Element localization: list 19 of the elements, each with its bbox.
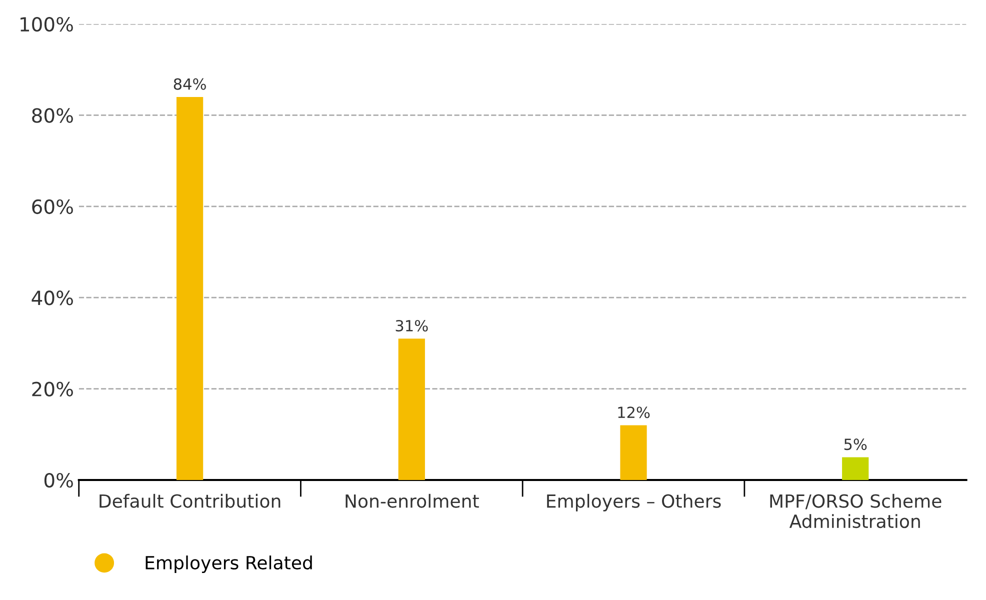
data-label: 84% — [174, 78, 206, 90]
y-tick-label: 20% — [32, 382, 73, 396]
y-tick-label: 100% — [20, 16, 73, 32]
x-tick-label: Non-enrolment — [346, 494, 479, 508]
data-label: 5% — [844, 438, 867, 450]
y-tick-label: 0% — [44, 472, 73, 488]
bar — [398, 338, 425, 480]
x-tick-label: Default Contribution — [100, 494, 280, 508]
y-tick-label: 60% — [32, 199, 73, 214]
y-tick-label: 40% — [32, 290, 73, 306]
bar — [620, 425, 647, 480]
legend-label: Employers Related — [146, 556, 312, 574]
x-tick-label: Employers – Others — [547, 494, 721, 512]
y-tick-label: 80% — [32, 108, 73, 123]
bar — [842, 457, 869, 480]
x-tick-label: MPF/ORSO Scheme Administration — [770, 494, 942, 528]
data-label: 12% — [618, 406, 650, 418]
data-label: 31% — [396, 320, 428, 332]
bar — [176, 96, 204, 480]
